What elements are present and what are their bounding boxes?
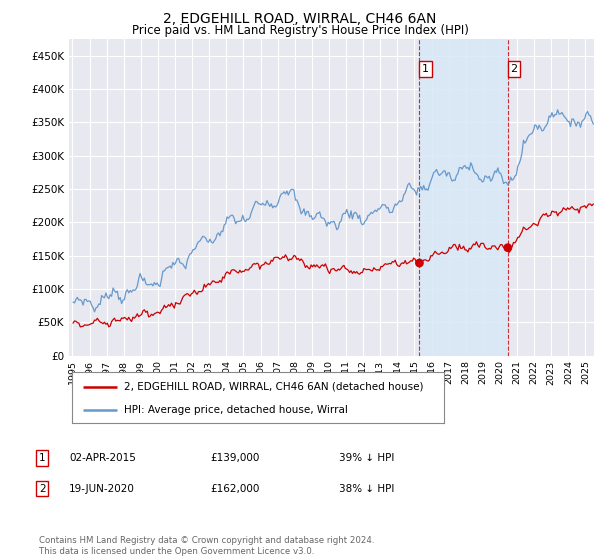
Text: Price paid vs. HM Land Registry's House Price Index (HPI): Price paid vs. HM Land Registry's House … xyxy=(131,24,469,36)
Text: £139,000: £139,000 xyxy=(210,453,259,463)
Bar xyxy=(419,39,508,356)
Text: 2: 2 xyxy=(39,484,46,494)
Text: 39% ↓ HPI: 39% ↓ HPI xyxy=(339,453,394,463)
Text: Contains HM Land Registry data © Crown copyright and database right 2024.
This d: Contains HM Land Registry data © Crown c… xyxy=(39,536,374,556)
Text: 19-JUN-2020: 19-JUN-2020 xyxy=(69,484,135,494)
Text: 1: 1 xyxy=(39,453,46,463)
Text: 2: 2 xyxy=(511,64,517,74)
Point xyxy=(503,243,512,252)
Text: 38% ↓ HPI: 38% ↓ HPI xyxy=(339,484,394,494)
Text: 2, EDGEHILL ROAD, WIRRAL, CH46 6AN (detached house): 2, EDGEHILL ROAD, WIRRAL, CH46 6AN (deta… xyxy=(124,381,424,391)
Text: 2, EDGEHILL ROAD, WIRRAL, CH46 6AN: 2, EDGEHILL ROAD, WIRRAL, CH46 6AN xyxy=(163,12,437,26)
Text: 1: 1 xyxy=(422,64,429,74)
Text: £162,000: £162,000 xyxy=(210,484,259,494)
Point xyxy=(415,259,424,268)
Text: HPI: Average price, detached house, Wirral: HPI: Average price, detached house, Wirr… xyxy=(124,405,348,415)
Text: 02-APR-2015: 02-APR-2015 xyxy=(69,453,136,463)
